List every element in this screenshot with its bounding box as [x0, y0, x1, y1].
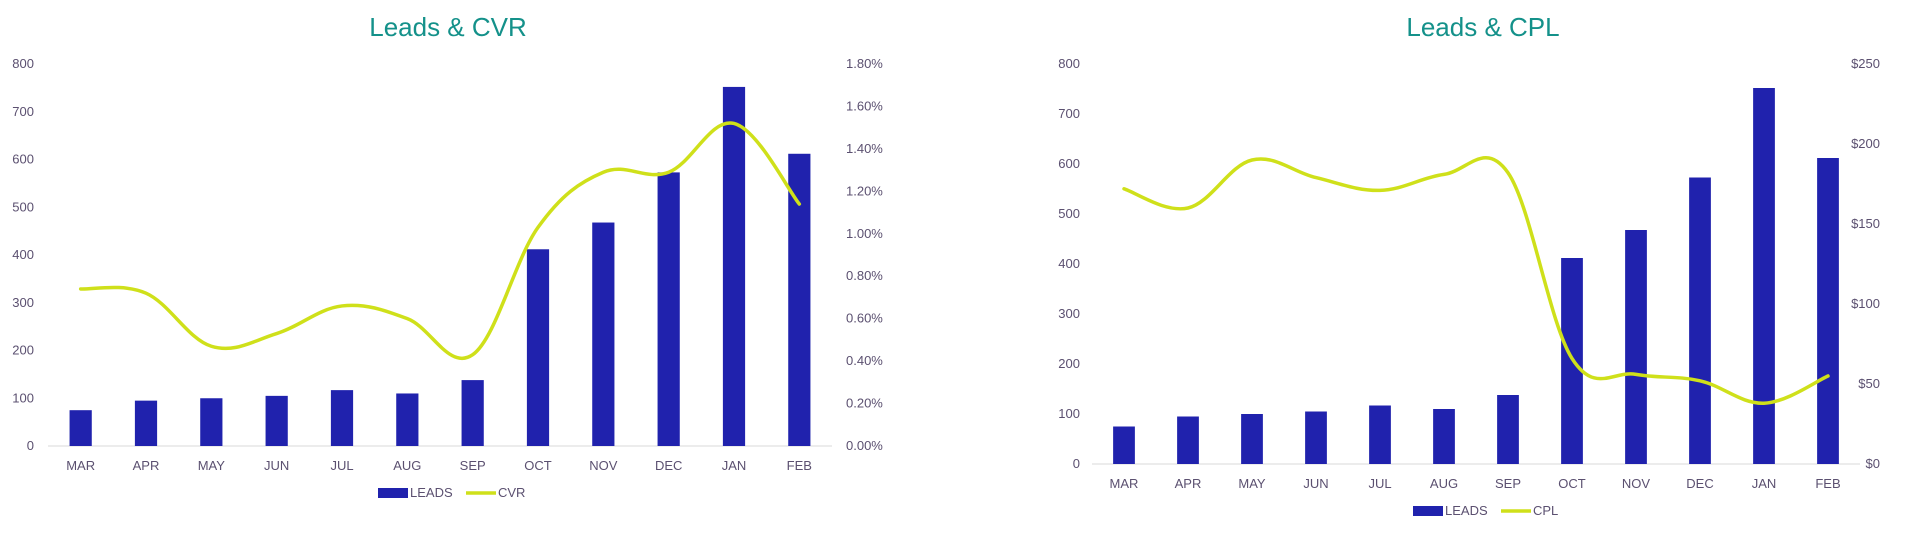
x-tick-label: JUN: [264, 458, 289, 473]
y-right-tick-label: 1.60%: [846, 98, 883, 113]
legend-label-bar: LEADS: [1445, 503, 1488, 518]
legend: LEADS CPL: [1413, 503, 1558, 518]
x-tick-label: NOV: [1622, 476, 1651, 491]
y-right-tick-label: 1.40%: [846, 141, 883, 156]
x-tick-label: FEB: [1815, 476, 1840, 491]
x-tick-label: AUG: [393, 458, 421, 473]
y-right-tick-label: $100: [1851, 296, 1880, 311]
y-left-tick-label: 600: [1058, 156, 1080, 171]
x-tick-label: FEB: [787, 458, 812, 473]
line-cvr: [78, 121, 802, 361]
y-right-tick-label: $200: [1851, 136, 1880, 151]
y-left-tick-label: 600: [12, 152, 34, 167]
x-tick-label: AUG: [1430, 476, 1458, 491]
x-tick-label: MAR: [66, 458, 95, 473]
bar-dec: [1689, 177, 1711, 464]
bar-aug: [396, 393, 419, 446]
y-left-tick-label: 100: [1058, 406, 1080, 421]
line-cpl: [1122, 156, 1830, 405]
bar-may: [1241, 414, 1263, 464]
y-right-tick-label: 0.60%: [846, 311, 883, 326]
legend-label-line: CPL: [1533, 503, 1558, 518]
y-left-tick-label: 700: [12, 104, 34, 119]
bar-apr: [1177, 416, 1199, 464]
bar-sep: [1497, 395, 1519, 464]
y-right-tick-label: $150: [1851, 216, 1880, 231]
chart-2: Leads & CPL 0 100 200 300 400 500 600 700 800 $0 $5…: [1058, 12, 1880, 518]
y-right-tick-label: 0.40%: [846, 353, 883, 368]
y-left-tick-label: 500: [1058, 206, 1080, 221]
x-tick-label: APR: [1175, 476, 1202, 491]
bar-mar: [69, 410, 92, 446]
x-tick-label: OCT: [524, 458, 552, 473]
y-right-tick-label: $0: [1866, 456, 1880, 471]
x-tick-label: MAY: [198, 458, 226, 473]
y-left-tick-label: 200: [12, 343, 34, 358]
y-right-tick-label: 0.00%: [846, 438, 883, 453]
x-tick-label: MAR: [1110, 476, 1139, 491]
y-right-tick-label: 1.80%: [846, 56, 883, 71]
chart-title: Leads & CVR: [369, 12, 527, 42]
x-tick-label: JUN: [1303, 476, 1328, 491]
bar-may: [200, 398, 223, 446]
y-right-tick-label: 1.20%: [846, 183, 883, 198]
x-tick-label: NOV: [589, 458, 618, 473]
chart-title: Leads & CPL: [1406, 12, 1559, 42]
y-right-tick-label: 0.80%: [846, 268, 883, 283]
y-right-tick-label: 0.20%: [846, 396, 883, 411]
legend-label-line: CVR: [498, 485, 525, 500]
y-left-tick-label: 300: [1058, 306, 1080, 321]
y-left-tick-label: 0: [27, 438, 34, 453]
bar-jun: [1305, 411, 1327, 464]
y-left-tick-label: 800: [12, 56, 34, 71]
y-left-tick-label: 700: [1058, 106, 1080, 121]
y-right-tick-label: $250: [1851, 56, 1880, 71]
y-left-tick-label: 200: [1058, 356, 1080, 371]
x-tick-label: JAN: [1752, 476, 1777, 491]
bar-aug: [1433, 409, 1455, 464]
bar-mar: [1113, 426, 1135, 464]
y-left-tick-label: 800: [1058, 56, 1080, 71]
legend-swatch-bar: [378, 488, 408, 498]
y-left-tick-label: 400: [12, 247, 34, 262]
y-left-tick-label: 500: [12, 199, 34, 214]
x-tick-label: DEC: [1686, 476, 1713, 491]
bar-feb: [1817, 158, 1839, 464]
x-tick-label: JUL: [330, 458, 353, 473]
bar-apr: [134, 400, 158, 446]
y-left-tick-label: 400: [1058, 256, 1080, 271]
x-tick-label: JAN: [722, 458, 747, 473]
legend-label-bar: LEADS: [410, 485, 453, 500]
x-tick-label: SEP: [1495, 476, 1521, 491]
y-right-tick-label: $50: [1858, 376, 1880, 391]
x-tick-label: JUL: [1368, 476, 1391, 491]
bar-oct: [526, 249, 550, 446]
bar-jan: [722, 86, 746, 447]
bar-jul: [1369, 405, 1391, 464]
bar-dec: [657, 172, 680, 446]
x-tick-label: SEP: [460, 458, 486, 473]
bar-nov: [592, 222, 615, 446]
y-left-tick-label: 0: [1073, 456, 1080, 471]
x-tick-label: MAY: [1238, 476, 1266, 491]
bar-sep: [461, 380, 484, 446]
bar-jan: [1753, 88, 1775, 464]
bar-jul: [330, 390, 354, 446]
y-right-tick-label: 1.00%: [846, 226, 883, 241]
bar-nov: [1625, 230, 1647, 464]
x-tick-label: OCT: [1558, 476, 1586, 491]
x-tick-label: APR: [133, 458, 160, 473]
legend: LEADS CVR: [378, 485, 525, 500]
bar-jun: [265, 395, 288, 446]
y-left-tick-label: 100: [12, 390, 34, 405]
bar-feb: [788, 153, 811, 446]
y-left-tick-label: 300: [12, 295, 34, 310]
chart-1: Leads & CVR 0 100 200 300 400 500 600 700 800 0.00…: [12, 12, 883, 500]
legend-swatch-bar: [1413, 506, 1443, 516]
x-tick-label: DEC: [655, 458, 682, 473]
